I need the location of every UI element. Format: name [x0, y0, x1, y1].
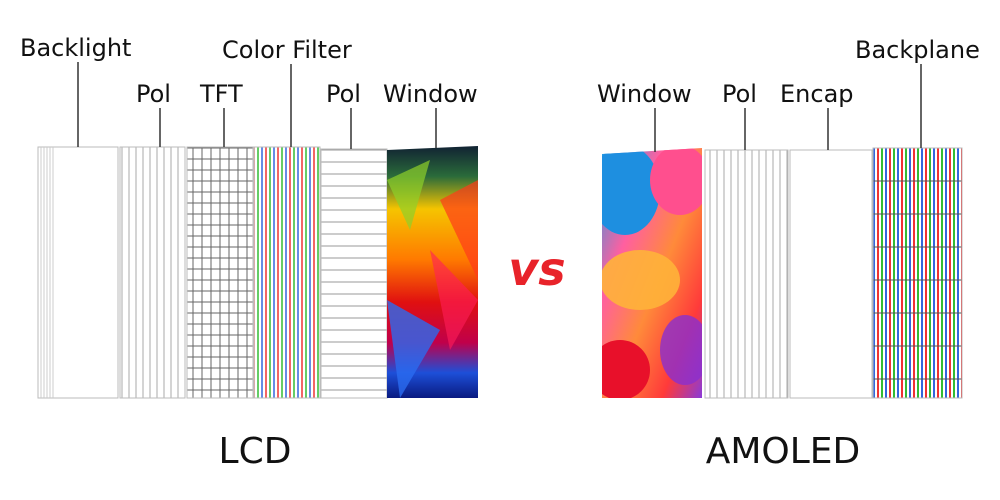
- window-panel: [602, 148, 702, 398]
- amoled-stack: [602, 147, 963, 399]
- layer-label: Window: [597, 80, 692, 108]
- backplane-panel: [872, 147, 963, 399]
- encap-panel: [789, 149, 873, 399]
- layer-label: Backplane: [855, 36, 980, 64]
- backlight-edge: [40, 147, 54, 398]
- layer-label: Encap: [780, 80, 854, 108]
- backlight-panel: [37, 146, 119, 399]
- pol-panel: [320, 148, 388, 399]
- tft-panel: [186, 146, 254, 399]
- layer-label: Pol: [722, 80, 757, 108]
- lcd-leaders: [77, 62, 437, 149]
- layer-label: Window: [383, 80, 478, 108]
- amoled-leaders: [654, 64, 922, 152]
- layer-label: TFT: [199, 80, 243, 108]
- layer-label: Backlight: [20, 34, 131, 62]
- lcd-title: LCD: [219, 431, 292, 472]
- window-panel: [387, 146, 478, 398]
- layer-label: Pol: [326, 80, 361, 108]
- pol-panel: [119, 146, 186, 399]
- pol-panel: [704, 149, 789, 399]
- amoled-title: AMOLED: [706, 431, 861, 472]
- vs-label: vs: [508, 242, 565, 296]
- color-filter-panel: [253, 146, 321, 399]
- layer-label: Color Filter: [222, 36, 352, 64]
- layer-label: Pol: [136, 80, 171, 108]
- lcd-stack: [37, 146, 478, 399]
